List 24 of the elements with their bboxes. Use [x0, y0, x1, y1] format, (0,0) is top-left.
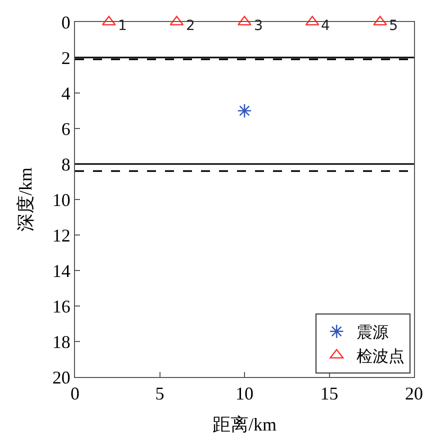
- y-axis-title: 深度/km: [16, 167, 36, 232]
- annotation: 1: [118, 18, 127, 34]
- y-tick-label: 14: [52, 260, 70, 281]
- y-tick-label: 18: [52, 332, 70, 352]
- y-tick-label: 12: [52, 225, 70, 246]
- annotation: 4: [321, 18, 330, 34]
- x-axis-title: 距离/km: [212, 414, 277, 435]
- y-tick-label: 16: [52, 296, 70, 316]
- y-tick-label: 20: [52, 367, 70, 388]
- y-tick-label: 6: [61, 118, 70, 139]
- annotation: 3: [254, 18, 263, 34]
- y-tick-label: 8: [61, 154, 70, 174]
- x-tick-label: 20: [405, 384, 423, 404]
- y-tick-label: 0: [61, 12, 70, 32]
- annotation: 2: [186, 18, 195, 34]
- legend-label: 检波点: [356, 344, 405, 366]
- x-tick-label: 15: [320, 384, 338, 404]
- x-tick-label: 5: [155, 384, 164, 404]
- legend-label: 震源: [356, 320, 389, 343]
- x-tick-label: 10: [236, 384, 254, 404]
- y-tick-label: 10: [52, 190, 70, 210]
- y-tick-label: 4: [61, 83, 70, 104]
- y-tick-label: 2: [61, 48, 70, 68]
- annotation: 5: [389, 18, 398, 34]
